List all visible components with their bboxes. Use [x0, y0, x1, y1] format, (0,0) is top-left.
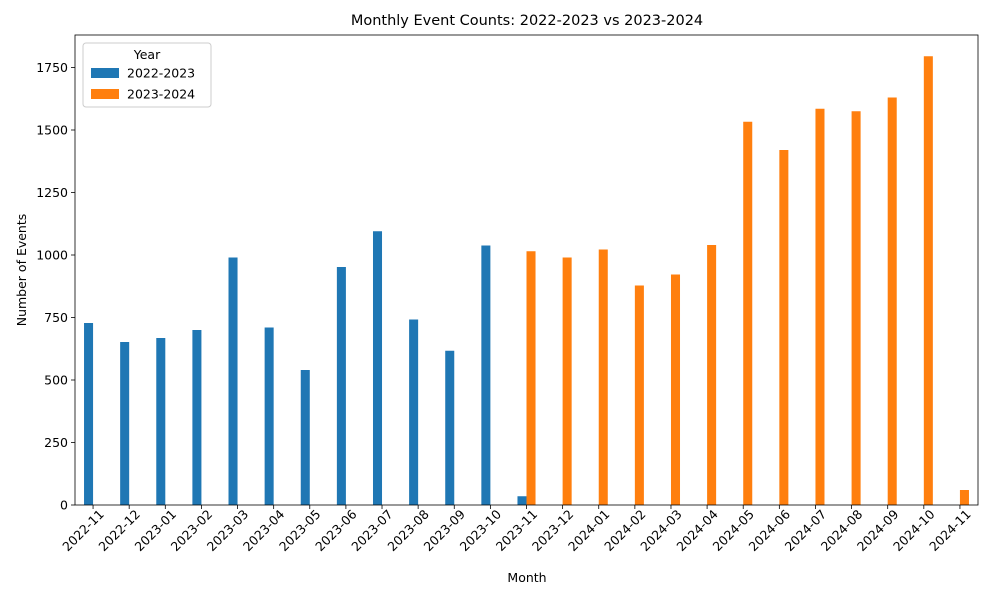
bar-2022-2023-2023-11: [517, 496, 527, 505]
bar-2023-2024-2024-09: [887, 97, 897, 505]
y-tick-label: 250: [44, 435, 68, 450]
y-tick-label: 1750: [36, 60, 68, 75]
bar-2022-2023-2023-01: [156, 338, 166, 505]
bar-2023-2024-2024-06: [779, 150, 789, 505]
legend: Year 2022-2023 2023-2024: [82, 42, 212, 108]
bar-2022-2023-2023-06: [336, 267, 346, 505]
bar-2022-2023-2023-08: [409, 319, 419, 505]
bar-2023-2024-2024-07: [815, 108, 825, 505]
bar-2022-2023-2023-05: [300, 370, 310, 505]
chart-title: Monthly Event Counts: 2022-2023 vs 2023-…: [351, 13, 703, 29]
bar-2023-2024-2024-01: [598, 249, 608, 505]
y-tick-label: 1000: [36, 248, 68, 263]
bar-2023-2024-2024-11: [959, 490, 969, 505]
bars-group: [84, 56, 969, 505]
bar-2023-2024-2023-12: [562, 257, 572, 505]
plot-frame: [74, 34, 979, 506]
y-tick-label: 1250: [36, 185, 68, 200]
y-tick-label: 0: [60, 498, 68, 513]
bar-2023-2024-2024-04: [707, 245, 717, 505]
x-axis-label: Month: [507, 570, 546, 585]
bar-2023-2024-2024-03: [670, 274, 681, 505]
bar-2022-2023-2022-12: [120, 342, 130, 505]
bar-2022-2023-2023-04: [264, 327, 274, 505]
bar-2023-2024-2024-05: [743, 121, 753, 505]
legend-swatch-2022-2023: [91, 68, 119, 78]
bar-2022-2023-2023-03: [228, 257, 238, 505]
x-axis: 2022-112022-122023-012023-022023-032023-…: [59, 505, 974, 554]
legend-title: Year: [133, 47, 161, 62]
y-tick-label: 1500: [36, 123, 68, 138]
y-tick-label: 500: [44, 373, 68, 388]
y-axis-label: Number of Events: [14, 214, 29, 327]
bar-2022-2023-2023-07: [372, 231, 383, 505]
legend-label: 2022-2023: [127, 66, 195, 81]
legend-label: 2023-2024: [127, 87, 195, 102]
bar-2022-2023-2023-10: [481, 245, 491, 505]
legend-swatch-2023-2024: [91, 89, 119, 99]
bar-2022-2023-2023-02: [192, 330, 202, 505]
bar-2022-2023-2023-09: [445, 350, 455, 505]
bar-2023-2024-2024-02: [634, 285, 644, 505]
bar-2023-2024-2024-10: [923, 56, 933, 505]
bar-2022-2023-2022-11: [84, 323, 94, 505]
bar-2023-2024-2024-08: [851, 111, 861, 505]
bar-2023-2024-2023-11: [526, 251, 536, 505]
y-axis: 0 250 500 750 1000 1250 1500 1750: [36, 60, 75, 513]
y-tick-label: 750: [44, 310, 68, 325]
